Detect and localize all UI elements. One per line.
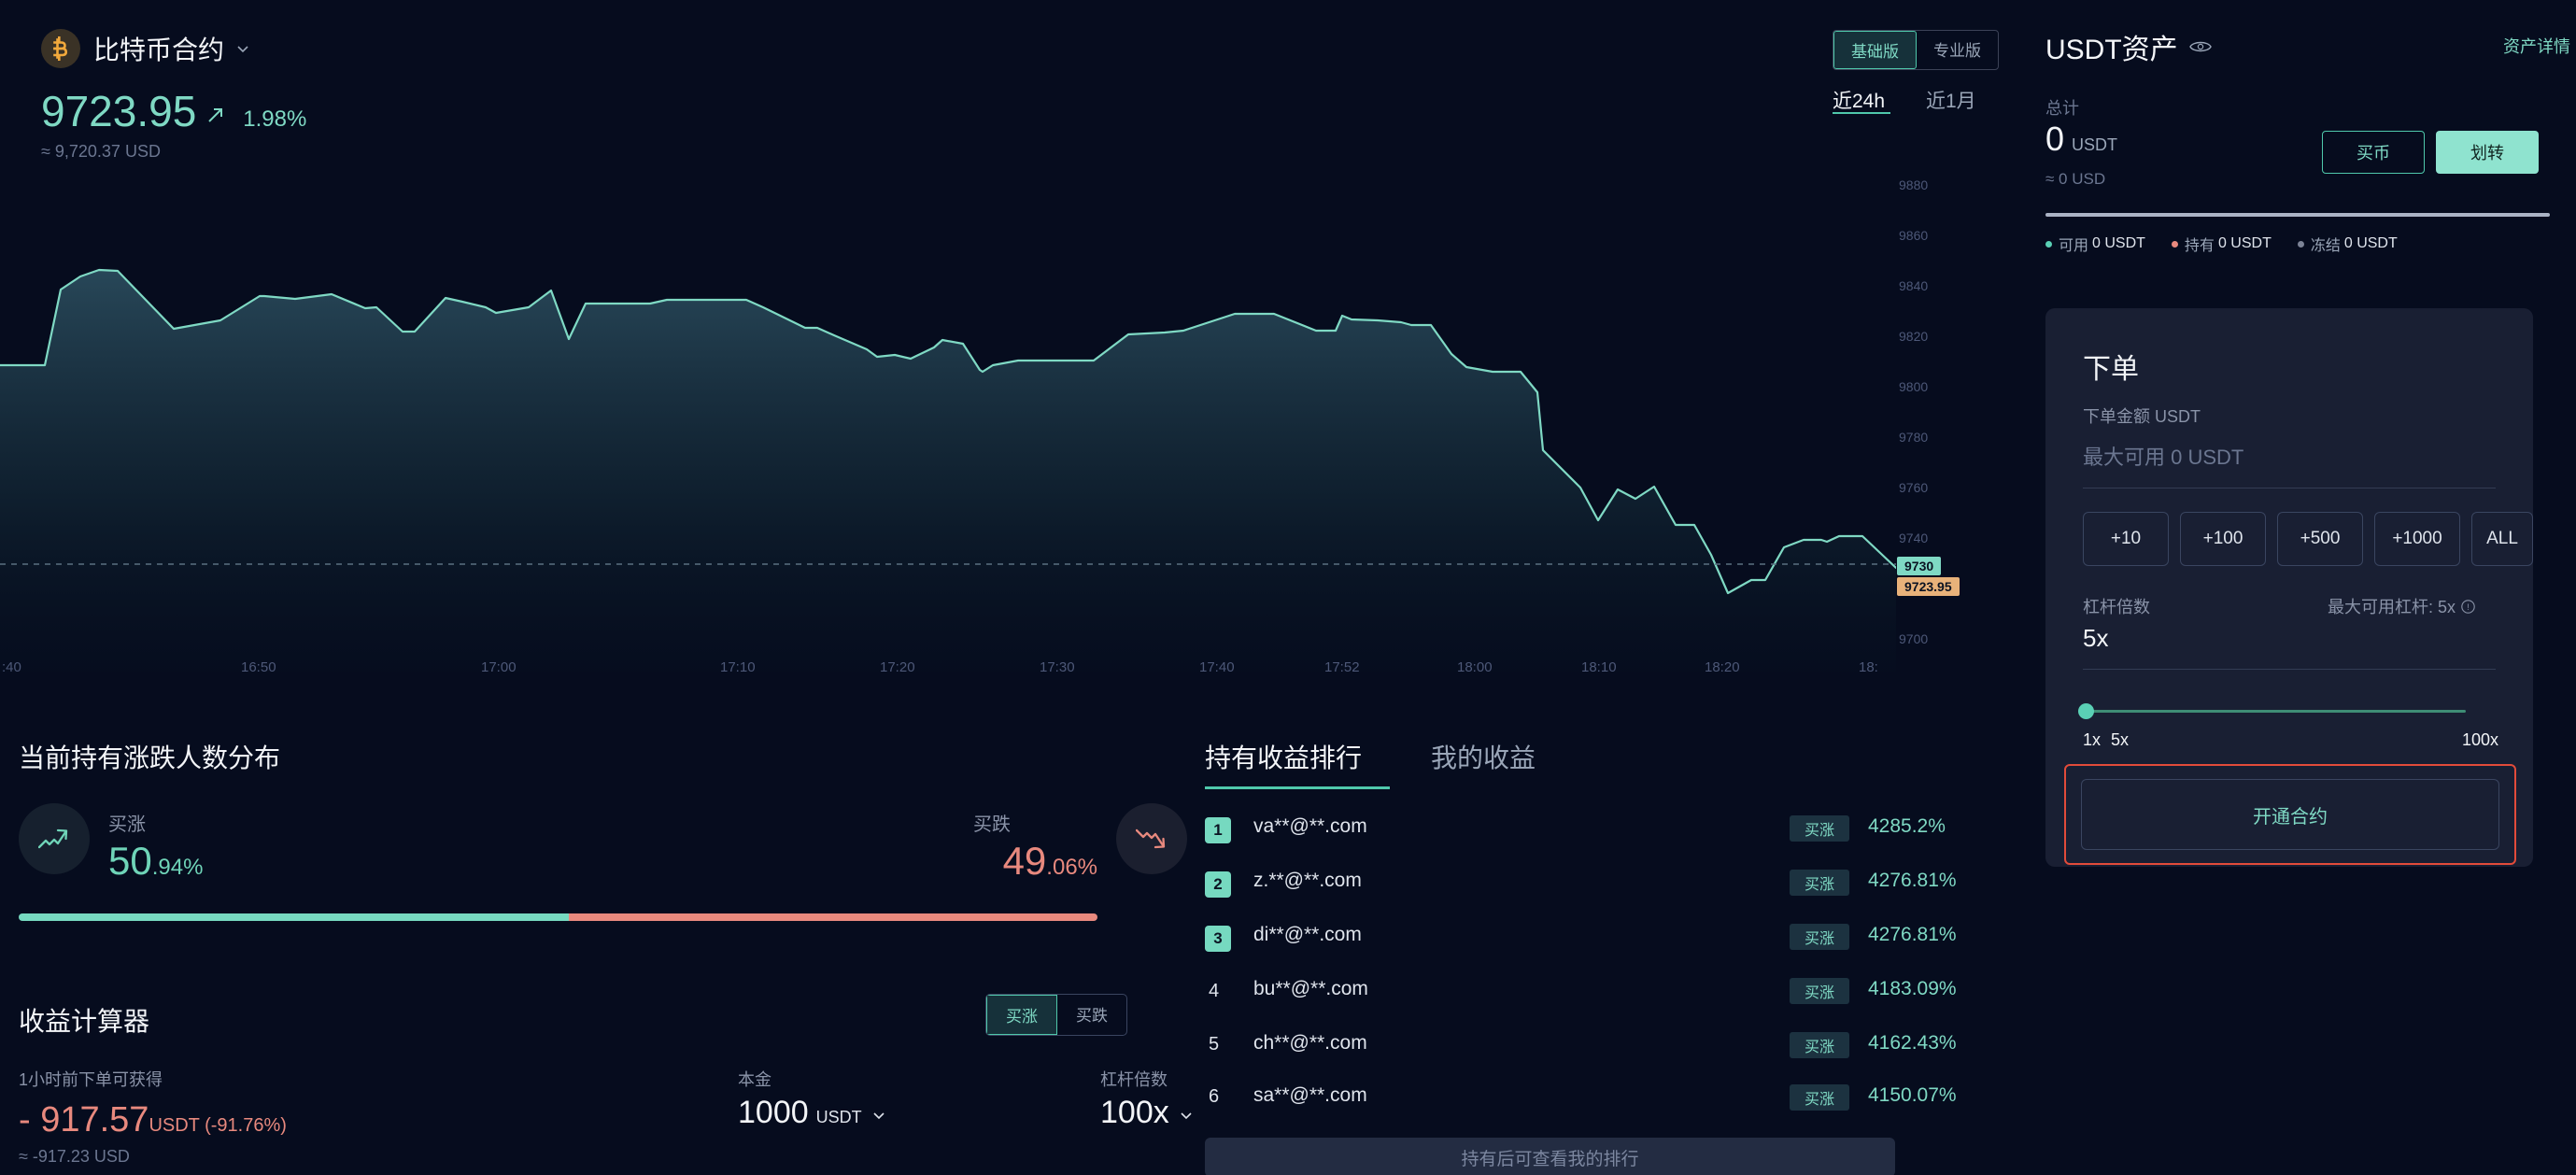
svg-text:!: ! xyxy=(2467,602,2470,612)
